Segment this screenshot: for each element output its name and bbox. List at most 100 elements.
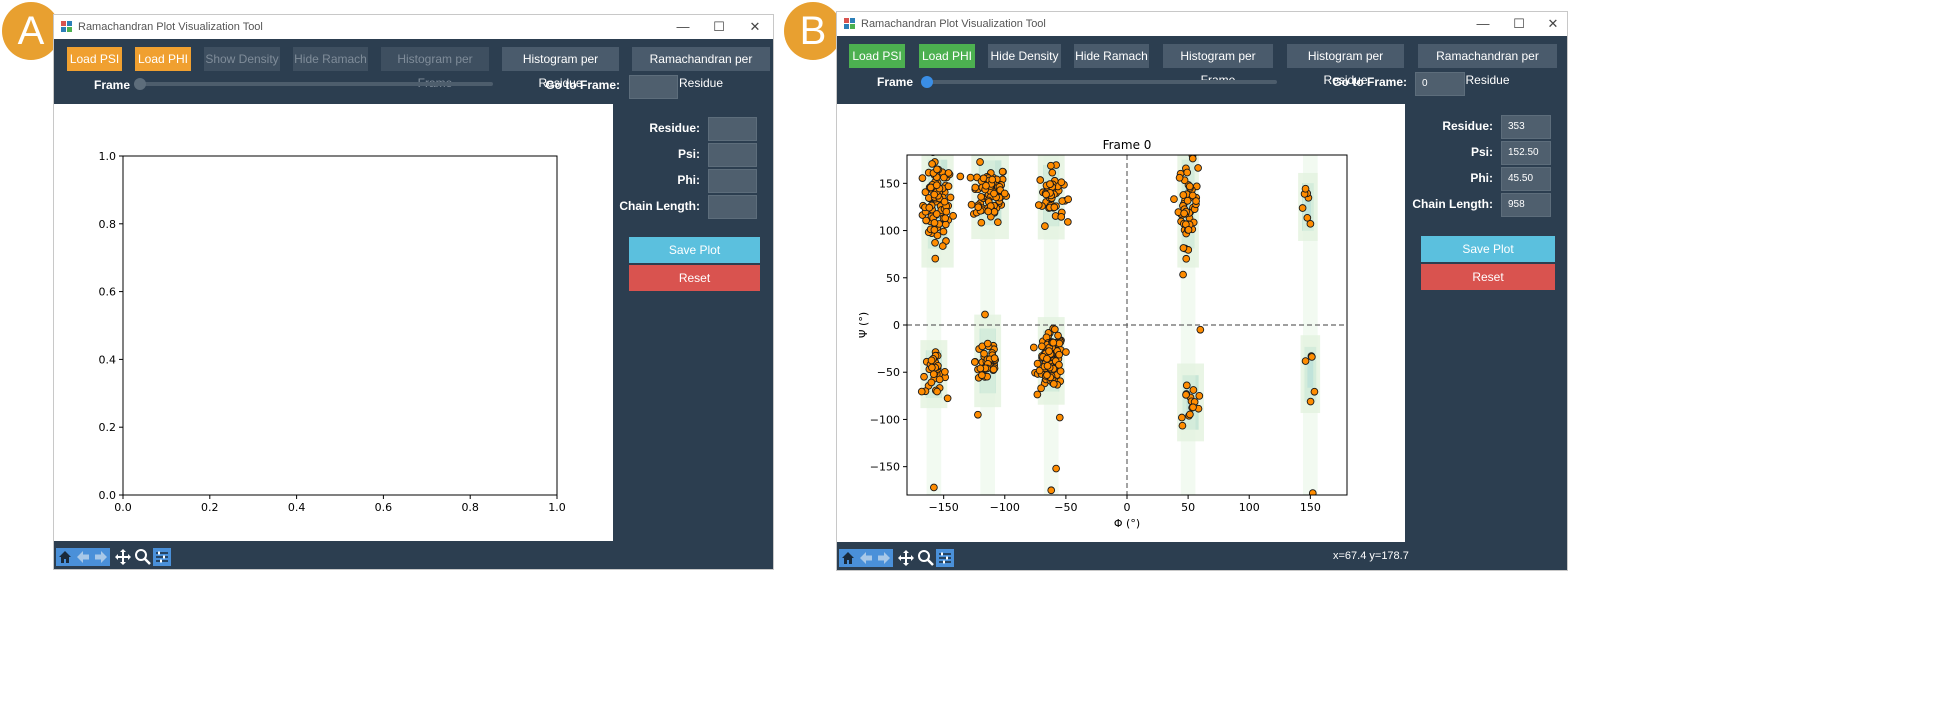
data-point (983, 339, 992, 348)
pan-icon[interactable] (114, 548, 132, 566)
show-density-button[interactable]: Show Density (204, 47, 280, 71)
home-icon[interactable] (839, 549, 857, 567)
configure-subplots-icon[interactable] (153, 548, 171, 566)
maximize-icon[interactable]: ☐ (713, 19, 725, 34)
configure-subplots-icon[interactable] (936, 549, 954, 567)
residue-label: Residue: (1442, 119, 1493, 133)
home-icon[interactable] (56, 548, 74, 566)
frame-slider-handle[interactable] (921, 76, 933, 88)
data-point (931, 254, 940, 263)
histogram-per-residue-button[interactable]: Histogram per Residue (502, 47, 619, 90)
hide-ramach-button[interactable]: Hide Ramach (1074, 44, 1149, 68)
forward-arrow-icon[interactable] (92, 548, 110, 566)
x-tick-label: 0.4 (288, 501, 306, 514)
x-tick-label: 50 (1181, 501, 1195, 514)
data-point (1308, 353, 1316, 361)
points-layer (917, 155, 1319, 495)
chain-length-field[interactable]: 958 (1501, 193, 1551, 217)
goto-frame-input[interactable]: 0 (1415, 72, 1465, 96)
hide-density-button[interactable]: Hide Density (988, 44, 1061, 68)
data-point (942, 207, 951, 216)
data-point (974, 410, 982, 419)
x-tick-label: 0.8 (461, 501, 479, 514)
data-point (1033, 390, 1042, 399)
data-point (932, 210, 941, 218)
zoom-icon[interactable] (917, 549, 935, 567)
back-arrow-icon[interactable] (857, 549, 875, 567)
maximize-icon[interactable]: ☐ (1513, 16, 1525, 31)
histogram-per-frame-button[interactable]: Histogram per Frame (1163, 44, 1273, 87)
goto-frame-input[interactable] (629, 75, 678, 99)
load-psi-button[interactable]: Load PSI (67, 47, 122, 71)
data-point (1189, 403, 1197, 412)
data-point (998, 167, 1007, 176)
psi-field[interactable]: 152.50 (1501, 141, 1551, 165)
data-point (1057, 212, 1066, 221)
ramachandran-per-residue-button[interactable]: Ramachandran per Residue (1418, 44, 1557, 87)
data-point (1189, 386, 1198, 394)
data-point (1038, 342, 1046, 351)
data-point (1182, 381, 1191, 390)
plot-canvas[interactable]: −150 −100 −50 0 50 100 150 −150 −100 −50 0 50 100 150… (837, 104, 1405, 546)
data-point (1195, 392, 1204, 400)
frame-slider[interactable] (134, 82, 493, 86)
data-point (920, 372, 928, 381)
save-plot-button[interactable]: Save Plot (1421, 236, 1555, 262)
frame-label: Frame (94, 78, 131, 92)
y-tick-label: −100 (870, 413, 900, 426)
data-point (1177, 413, 1186, 422)
x-tick-label: −150 (929, 501, 959, 514)
minimize-icon[interactable]: — (676, 19, 690, 34)
back-arrow-icon[interactable] (74, 548, 92, 566)
x-tick-label: 150 (1300, 501, 1321, 514)
forward-arrow-icon[interactable] (875, 549, 893, 567)
histogram-per-residue-button[interactable]: Histogram per Residue (1287, 44, 1404, 87)
zoom-icon[interactable] (134, 548, 152, 566)
load-psi-button[interactable]: Load PSI (849, 44, 905, 68)
psi-field[interactable] (708, 143, 757, 167)
data-point (1033, 359, 1042, 368)
load-phi-button[interactable]: Load PHI (919, 44, 975, 68)
hide-ramach-button[interactable]: Hide Ramach (293, 47, 368, 71)
pan-icon[interactable] (897, 549, 915, 567)
data-point (971, 183, 980, 192)
load-phi-button[interactable]: Load PHI (135, 47, 191, 71)
data-point (966, 173, 975, 182)
frame-slider-handle[interactable] (134, 78, 146, 90)
save-plot-button[interactable]: Save Plot (629, 237, 760, 263)
data-point (1043, 371, 1051, 379)
data-point (922, 216, 930, 225)
data-point (1043, 354, 1051, 363)
data-point (970, 358, 979, 366)
data-point (927, 356, 936, 365)
data-point (1175, 173, 1184, 182)
goto-frame-label: Go to Frame: (1332, 75, 1407, 89)
residue-field[interactable] (708, 117, 757, 141)
histogram-per-frame-button[interactable]: Histogram per Frame (381, 47, 489, 90)
chain-length-field[interactable] (708, 195, 757, 219)
ramachandran-per-residue-button[interactable]: Ramachandran per Residue (632, 47, 770, 90)
data-point (993, 218, 1002, 227)
data-point (1047, 486, 1056, 495)
data-point (925, 203, 934, 212)
plot-canvas[interactable]: 0.0 0.2 0.4 0.6 0.8 1.0 0.0 0.2 0.4 0.6 0.8 1.0 (54, 104, 613, 544)
residue-field[interactable]: 353 (1501, 115, 1551, 139)
data-point (921, 188, 930, 196)
data-point (990, 189, 998, 198)
phi-field[interactable] (708, 169, 757, 193)
data-point (1192, 197, 1200, 205)
frame-slider[interactable] (921, 80, 1277, 84)
psi-label: Psi: (677, 147, 700, 161)
close-icon[interactable]: ✕ (749, 19, 761, 34)
window-title: Ramachandran Plot Visualization Tool (861, 18, 1046, 30)
data-point (977, 192, 985, 201)
reset-button[interactable]: Reset (1421, 264, 1555, 290)
close-icon[interactable]: ✕ (1547, 16, 1559, 31)
data-point (946, 193, 955, 202)
reset-button[interactable]: Reset (629, 265, 760, 291)
data-point (1045, 347, 1053, 355)
minimize-icon[interactable]: — (1476, 16, 1490, 31)
phi-field[interactable]: 45.50 (1501, 167, 1551, 191)
chain-length-label: Chain Length: (1412, 197, 1493, 211)
